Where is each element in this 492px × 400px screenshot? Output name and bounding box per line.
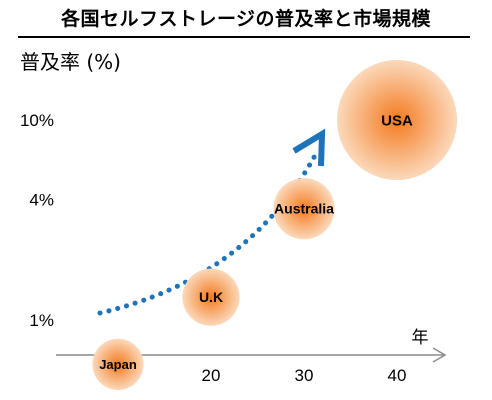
bubble-label: U.K xyxy=(199,289,223,305)
y-tick-label: 10% xyxy=(20,111,54,130)
x-axis-title: 年 xyxy=(412,328,429,348)
bubble-uk xyxy=(182,268,240,326)
bubble-label: Australia xyxy=(274,201,334,217)
bubble-usa xyxy=(337,60,457,180)
x-axis-arrowhead xyxy=(432,347,447,363)
bubble-label: Japan xyxy=(99,357,137,372)
y-tick-label: 4% xyxy=(29,191,54,210)
y-tick-label: 1% xyxy=(29,311,54,330)
bubble-australia xyxy=(273,178,335,240)
y-axis-title: 普及率 (%) xyxy=(20,50,121,74)
bubbles: Japan U.K Australia USA xyxy=(92,60,457,390)
title-divider xyxy=(18,36,470,38)
x-tick-label: 40 xyxy=(388,366,407,385)
x-tick-label: 30 xyxy=(295,366,314,385)
bubble-label: USA xyxy=(381,112,413,129)
chart-title: 各国セルフストレージの普及率と市場規模 xyxy=(60,8,432,30)
trend-arrowhead xyxy=(292,128,326,167)
bubble-japan xyxy=(92,338,144,390)
x-tick-label: 20 xyxy=(202,366,221,385)
